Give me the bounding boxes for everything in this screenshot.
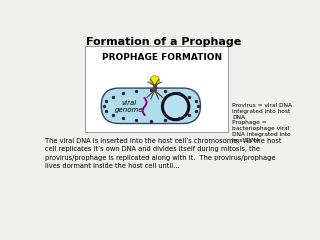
Text: viral
genome: viral genome: [115, 100, 143, 113]
FancyBboxPatch shape: [101, 88, 200, 124]
Text: PROPHAGE FORMATION: PROPHAGE FORMATION: [102, 53, 222, 62]
Text: The viral DNA is inserted into the host cell’s chromosome.  As the host
cell rep: The viral DNA is inserted into the host …: [45, 138, 281, 169]
Bar: [85, 46, 228, 132]
Text: Prophage =
bacteriophage viral
DNA integrated into
host DNA: Prophage = bacteriophage viral DNA integ…: [232, 120, 291, 143]
Text: Formation of a Prophage: Formation of a Prophage: [86, 37, 242, 47]
Bar: [153, 85, 156, 91]
Circle shape: [163, 93, 189, 120]
Circle shape: [150, 76, 159, 85]
Text: Provirus = viral DNA
integrated into host
DNA: Provirus = viral DNA integrated into hos…: [232, 103, 292, 120]
